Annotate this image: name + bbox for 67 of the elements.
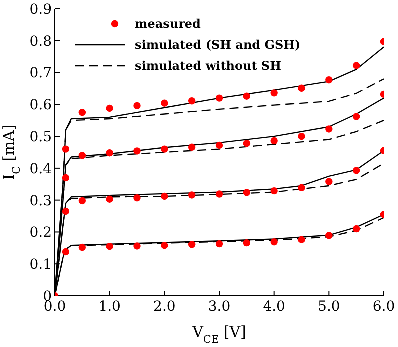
point: [161, 192, 168, 200]
point: [188, 192, 196, 199]
x-axis-title: V$_{CE}$ [V]: [192, 323, 246, 346]
point: [298, 236, 306, 244]
legend-label: simulated without SH: [135, 58, 282, 72]
y-tick-label: 0.4: [30, 161, 52, 178]
point: [134, 194, 141, 202]
point: [270, 90, 278, 97]
point: [134, 102, 141, 110]
point: [188, 98, 196, 105]
point: [161, 242, 168, 250]
point: [243, 189, 251, 196]
y-tick-label: 0.1: [30, 257, 52, 274]
point: [216, 240, 224, 248]
x-tick-label: 2.0: [154, 298, 176, 315]
legend-label: simulated (SH and GSH): [135, 38, 301, 52]
point: [243, 92, 251, 100]
point: [270, 137, 278, 145]
point: [106, 150, 114, 157]
point: [78, 197, 86, 205]
point: [62, 248, 70, 256]
point: [298, 184, 306, 192]
point: [270, 238, 278, 246]
point: [106, 242, 114, 250]
point: [106, 104, 114, 112]
point: [188, 144, 196, 151]
point: [188, 241, 196, 248]
point: [352, 62, 360, 70]
point: [270, 187, 278, 195]
y-tick-label: 0.8: [30, 34, 52, 50]
x-tick-label: 1.0: [98, 298, 121, 315]
point: [298, 84, 306, 92]
point: [78, 109, 86, 116]
x-tick-label: 5.0: [318, 298, 340, 315]
point: [298, 132, 306, 140]
point: [161, 146, 168, 153]
y-tick-label: 0.2: [30, 225, 52, 242]
point: [78, 152, 86, 160]
point: [62, 174, 70, 182]
x-tick-label: 3.0: [208, 298, 231, 315]
point: [352, 167, 360, 174]
point: [243, 239, 251, 247]
y-tick-label: 0.7: [30, 66, 52, 82]
point: [106, 196, 114, 203]
point: [326, 126, 333, 133]
point: [134, 242, 141, 250]
y-tick-label: 0.6: [30, 98, 52, 114]
point: [134, 148, 141, 155]
legend-label: measured: [135, 16, 201, 30]
point: [243, 140, 251, 148]
point: [78, 244, 86, 252]
y-tick-label: 0.3: [30, 193, 52, 210]
point: [161, 100, 168, 107]
point: [326, 232, 333, 240]
x-tick-label: 6.0: [372, 298, 396, 315]
point: [326, 178, 333, 186]
point: [62, 208, 70, 216]
point: [326, 76, 333, 84]
point: [352, 225, 360, 233]
point: [62, 146, 70, 153]
y-tick-label: 0.5: [30, 130, 52, 146]
x-tick-label: 4.0: [263, 298, 286, 315]
point: [352, 113, 360, 120]
point: [216, 142, 224, 150]
y-tick-label: 0.9: [30, 2, 52, 18]
point: [216, 94, 224, 102]
point: [216, 190, 224, 198]
